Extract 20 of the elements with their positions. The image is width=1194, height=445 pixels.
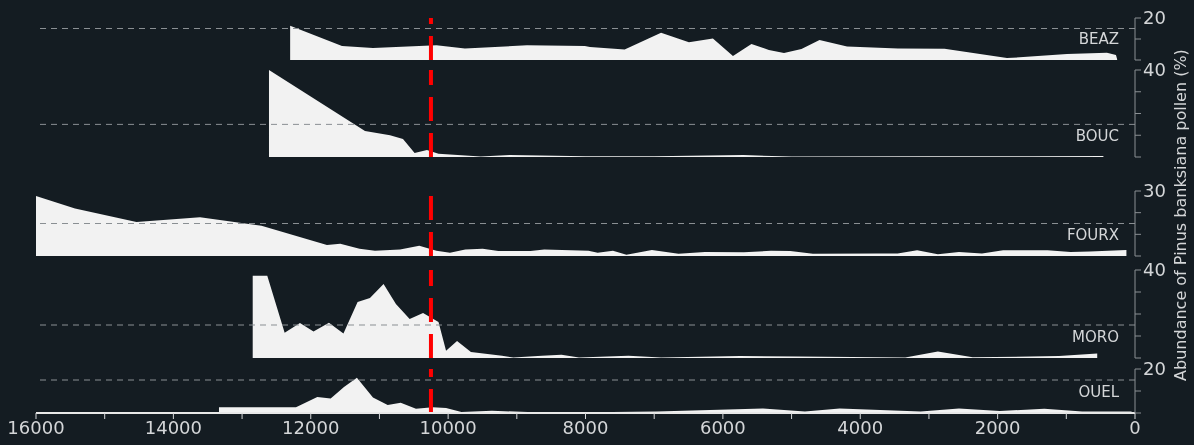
x-tick-label: 4000	[837, 416, 884, 438]
series-label: FOURX	[1066, 226, 1119, 244]
y-tick-label: 20	[1143, 7, 1166, 29]
x-tick-label: 12000	[282, 416, 340, 438]
x-tick-label: 14000	[144, 416, 203, 438]
series-label: BOUC	[1075, 127, 1119, 145]
x-tick-label: 16000	[7, 416, 65, 438]
x-tick-label: 2000	[974, 416, 1021, 438]
x-tick-label: 8000	[562, 416, 609, 438]
y-axis-title: Abundance of Pinus banksiana pollen (%)	[1170, 49, 1190, 381]
series-label: MORO	[1072, 328, 1119, 346]
x-tick-label: 10000	[419, 416, 477, 438]
y-tick-label: 20	[1143, 358, 1166, 380]
series-label: BEAZ	[1078, 30, 1119, 48]
x-tick-label: 0	[1129, 416, 1141, 438]
y-tick-label: 40	[1143, 59, 1166, 81]
series-label: OUEL	[1078, 383, 1119, 401]
x-tick-label: 6000	[699, 416, 746, 438]
y-tick-label: 30	[1143, 180, 1166, 202]
y-tick-label: 40	[1143, 259, 1166, 281]
